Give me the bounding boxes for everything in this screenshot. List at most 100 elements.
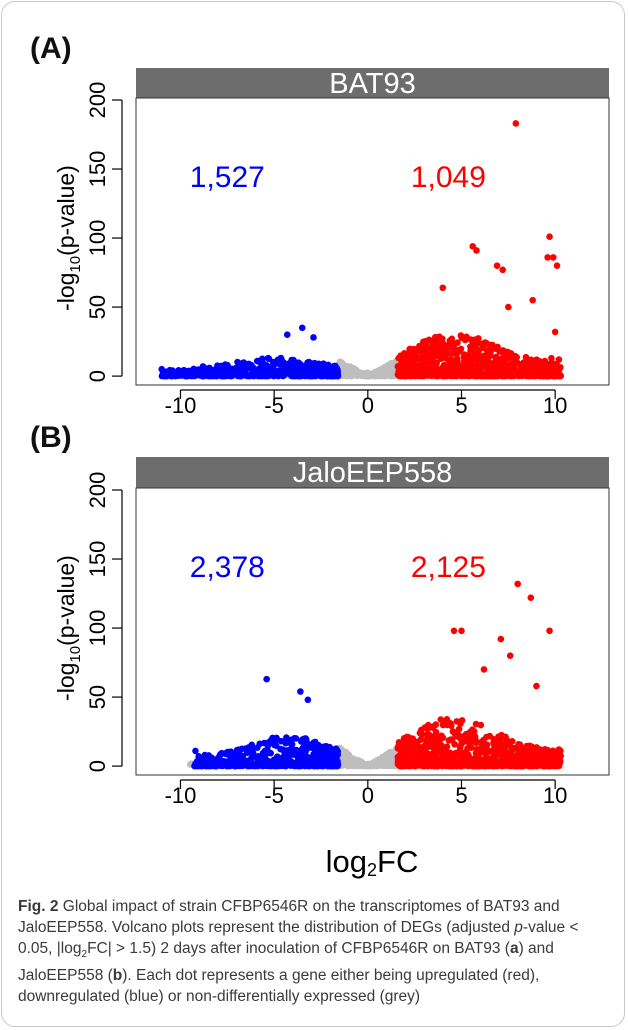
data-point-ns [341,364,348,372]
data-point-up [396,369,404,376]
data-point-up [418,746,426,753]
data-point-up [553,757,561,765]
data-point-down [275,761,283,768]
data-point-ns [376,370,383,377]
data-point-down [264,354,272,362]
data-point-down [304,696,312,704]
data-point-down [246,762,254,770]
data-point-down [205,762,213,770]
data-point-down [323,745,331,752]
data-point-down [288,372,296,380]
data-point-up [418,726,425,734]
data-point-up [422,341,430,348]
data-point-up [439,761,447,769]
data-point-up [479,748,486,756]
data-point-up [428,346,435,353]
data-point-down [226,365,233,372]
data-point-up [481,760,488,768]
data-point-down [313,742,321,749]
y-tick-label: 200 [85,82,110,119]
x-tick-label: 10 [543,783,567,808]
y-tick-label: 150 [85,541,110,578]
data-point-up [455,371,462,379]
data-point-up [460,354,468,361]
data-point-up [499,266,507,274]
data-point-down [311,359,318,367]
caption-text-2: -value < 0.05, |log [18,919,579,957]
data-point-up [425,357,433,365]
data-point-ns [383,372,391,379]
data-point-up [493,262,501,269]
data-point-up [511,762,519,770]
data-point-down [257,372,264,380]
y-tick-label: 50 [85,685,110,709]
data-point-down [216,371,223,379]
data-point-down [256,740,264,748]
points [158,120,565,380]
data-point-up [534,759,541,766]
data-point-up [458,627,465,635]
data-point-down [313,751,321,758]
data-point-up [394,758,402,766]
data-point-up [448,335,456,343]
data-point-down [194,761,201,769]
data-point-ns [339,370,346,377]
data-point-down [298,745,306,753]
data-point-up [527,594,535,601]
data-point-down [330,367,337,375]
caption-text-5: ). Each dot represents a gene either bei… [18,967,540,1006]
data-point-up [496,758,504,765]
data-point-up [481,339,489,346]
upregulated-count: 2,125 [411,551,486,584]
data-point-up [415,761,422,769]
data-point-down [208,367,215,375]
data-point-up [498,731,505,739]
data-point-up [473,247,480,254]
data-point-up [551,328,559,336]
data-point-down [215,363,223,371]
data-point-up [423,350,431,358]
data-point-down [255,752,262,760]
data-point-up [490,754,498,761]
data-point-up [447,372,454,379]
data-point-up [531,750,538,758]
x-axis-label: log2FC [326,844,419,880]
panel-label: (B) [30,421,72,454]
upregulated-count: 1,049 [411,161,486,194]
data-point-up [508,744,516,752]
data-point-down [234,358,241,366]
y-tick-label: 0 [85,370,110,382]
data-point-down [310,759,317,766]
data-point-up [443,743,451,751]
data-point-down [297,688,304,695]
data-point-ns [368,762,376,769]
data-point-up [455,752,463,759]
data-point-up [420,762,427,770]
data-point-up [461,336,469,344]
data-point-up [546,627,553,635]
data-point-up [410,748,418,756]
data-point-down [264,739,272,746]
y-tick-label: 200 [85,472,110,509]
data-point-up [468,759,475,766]
data-point-up [415,345,422,353]
data-point-up [551,371,559,379]
data-point-ns [345,751,353,759]
data-point-up [522,353,530,361]
data-point-down [272,737,279,744]
data-point-up [406,734,414,742]
data-point-up [406,345,413,353]
data-point-up [472,737,480,745]
data-point-up [402,739,409,747]
y-tick-label: 150 [85,151,110,188]
data-point-up [446,356,454,364]
data-point-up [466,728,474,736]
data-point-up [467,336,475,343]
panel-title: JaloEEP558 [293,457,453,489]
data-point-up [440,361,448,369]
x-tick-label: -10 [165,783,197,808]
downregulated-count: 2,378 [190,551,265,584]
data-point-down [261,747,269,755]
data-point-up [455,725,463,733]
